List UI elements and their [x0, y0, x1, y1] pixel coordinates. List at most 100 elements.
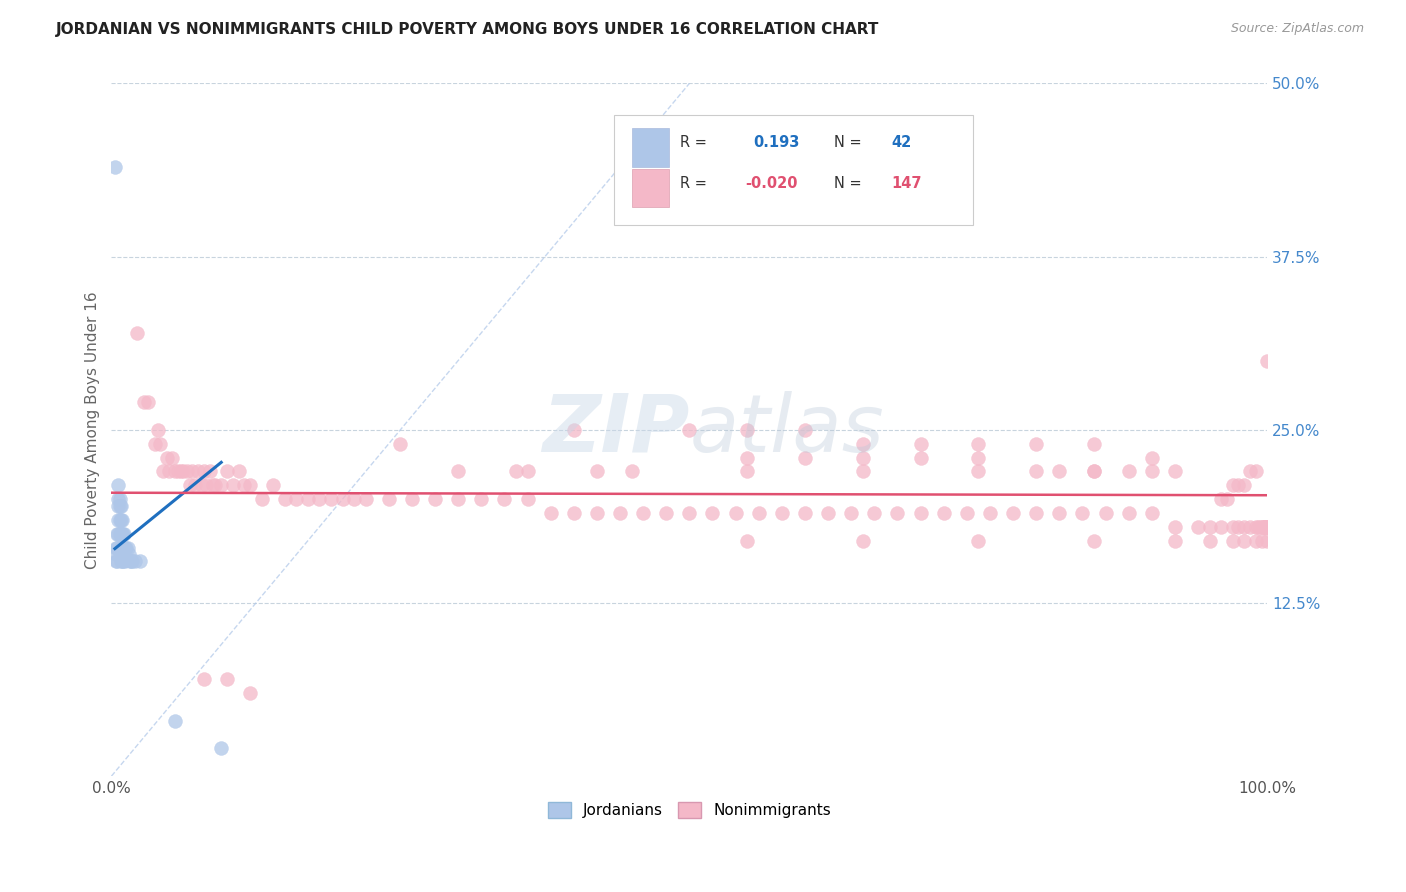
Point	[735, 533, 758, 548]
Point	[1047, 464, 1070, 478]
Point	[146, 423, 169, 437]
Point	[1250, 533, 1272, 548]
Point	[470, 492, 492, 507]
Point	[562, 423, 585, 437]
Point	[1209, 492, 1232, 507]
Point	[118, 554, 141, 568]
Point	[233, 478, 256, 492]
Point	[110, 554, 132, 568]
Point	[107, 499, 129, 513]
Point	[748, 506, 770, 520]
Point	[620, 464, 643, 478]
Point	[1250, 520, 1272, 534]
Point	[167, 464, 190, 478]
Point	[108, 492, 131, 507]
Point	[110, 513, 132, 527]
Point	[110, 499, 132, 513]
Point	[1222, 533, 1244, 548]
FancyBboxPatch shape	[631, 128, 669, 167]
Y-axis label: Child Poverty Among Boys Under 16: Child Poverty Among Boys Under 16	[86, 291, 100, 568]
Point	[724, 506, 747, 520]
Point	[152, 464, 174, 478]
Point	[187, 464, 209, 478]
Point	[222, 478, 245, 492]
Point	[120, 554, 142, 568]
Point	[308, 492, 330, 507]
Point	[1002, 506, 1025, 520]
Point	[1164, 464, 1187, 478]
Point	[176, 464, 198, 478]
Point	[1047, 506, 1070, 520]
Point	[112, 526, 135, 541]
Point	[1222, 520, 1244, 534]
Text: 0.193: 0.193	[754, 136, 800, 151]
Point	[1025, 464, 1047, 478]
Point	[586, 506, 609, 520]
Point	[149, 436, 172, 450]
Point	[1209, 520, 1232, 534]
Point	[447, 464, 470, 478]
Point	[132, 395, 155, 409]
Point	[735, 423, 758, 437]
Point	[562, 506, 585, 520]
Point	[202, 478, 225, 492]
Point	[250, 492, 273, 507]
Point	[285, 492, 308, 507]
Point	[839, 506, 862, 520]
Point	[1094, 506, 1116, 520]
Point	[1256, 353, 1278, 368]
Point	[195, 478, 218, 492]
Point	[1164, 533, 1187, 548]
Point	[735, 464, 758, 478]
Point	[108, 499, 131, 513]
Point	[105, 554, 128, 568]
Point	[967, 464, 990, 478]
Point	[115, 541, 138, 555]
Point	[111, 541, 134, 555]
Text: N =: N =	[834, 136, 862, 151]
Point	[1256, 533, 1278, 548]
Point	[1140, 464, 1163, 478]
Point	[1256, 520, 1278, 534]
Point	[967, 436, 990, 450]
Point	[209, 478, 232, 492]
Point	[1249, 520, 1271, 534]
Point	[852, 450, 875, 465]
Point	[107, 478, 129, 492]
Point	[1247, 520, 1270, 534]
Point	[274, 492, 297, 507]
Point	[125, 326, 148, 340]
Legend: Jordanians, Nonimmigrants: Jordanians, Nonimmigrants	[541, 796, 837, 824]
Point	[1198, 533, 1220, 548]
Point	[111, 513, 134, 527]
Point	[794, 506, 817, 520]
Point	[110, 526, 132, 541]
Point	[198, 464, 221, 478]
Point	[124, 554, 146, 568]
Point	[932, 506, 955, 520]
Point	[190, 478, 212, 492]
Text: 42: 42	[891, 136, 912, 151]
Point	[1071, 506, 1094, 520]
Point	[1187, 520, 1209, 534]
Point	[215, 464, 238, 478]
Point	[1140, 450, 1163, 465]
Point	[447, 492, 470, 507]
Point	[239, 478, 262, 492]
Point	[111, 526, 134, 541]
FancyBboxPatch shape	[614, 114, 973, 226]
Point	[108, 513, 131, 527]
Point	[494, 492, 516, 507]
Point	[979, 506, 1001, 520]
Point	[1233, 478, 1256, 492]
Point	[967, 533, 990, 548]
Point	[1198, 520, 1220, 534]
Point	[609, 506, 631, 520]
Point	[117, 541, 139, 555]
Point	[1118, 506, 1140, 520]
Point	[181, 464, 204, 478]
Point	[1233, 533, 1256, 548]
Point	[516, 492, 538, 507]
Point	[179, 478, 201, 492]
Point	[319, 492, 342, 507]
